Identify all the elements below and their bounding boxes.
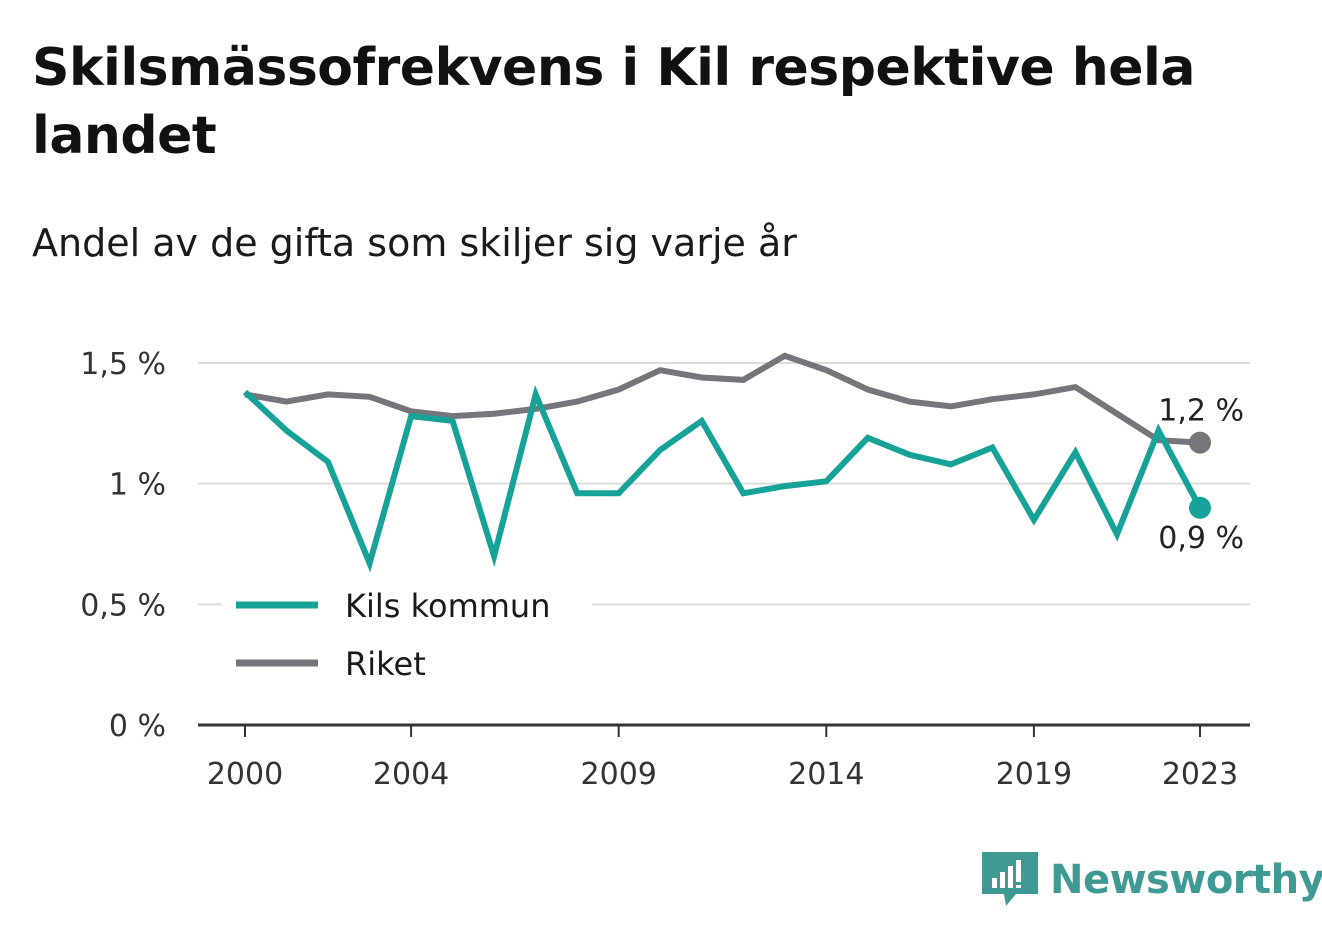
chart-title: Skilsmässofrekvens i Kil respektive hela… [32,38,1195,166]
x-tick-label: 2014 [788,757,864,792]
x-tick-label: 2004 [373,757,449,792]
series-end-point [1189,496,1211,519]
legend: Kils kommun Riket [222,578,592,688]
legend-label: Kils kommun [345,587,550,625]
x-tick-label: 2000 [207,757,283,792]
legend-background [222,578,592,688]
series-line-riket [244,352,1201,446]
x-tick-label: 2019 [996,757,1072,792]
series-line-kils-kommun [242,385,1203,573]
y-tick-label: 0,5 % [80,588,166,623]
brand-logo[interactable]: Newsworthy [980,850,1322,910]
end-value-label: 1,2 % [1158,394,1244,429]
x-tick-label: 2023 [1162,757,1238,792]
bar-chart-logo-icon [982,852,1038,906]
end-value-label: 0,9 % [1158,521,1244,556]
x-tick-label: 2009 [581,757,657,792]
y-tick-label: 1 % [109,468,166,503]
y-tick-label: 1,5 % [80,347,166,382]
axes: 0 % 0,5 % 1 % 1,5 % 2000 2004 2009 2014 2019 2023 [80,347,1250,792]
brand-name: Newsworthy [1050,857,1322,903]
legend-label: Riket [345,645,426,683]
series [242,352,1211,573]
series-end-point [1189,431,1211,454]
end-labels: 0,9 % 1,2 % [1158,394,1244,556]
chart-subtitle: Andel av de gifta som skiljer sig varje … [32,221,797,265]
y-tick-label: 0 % [109,709,166,744]
